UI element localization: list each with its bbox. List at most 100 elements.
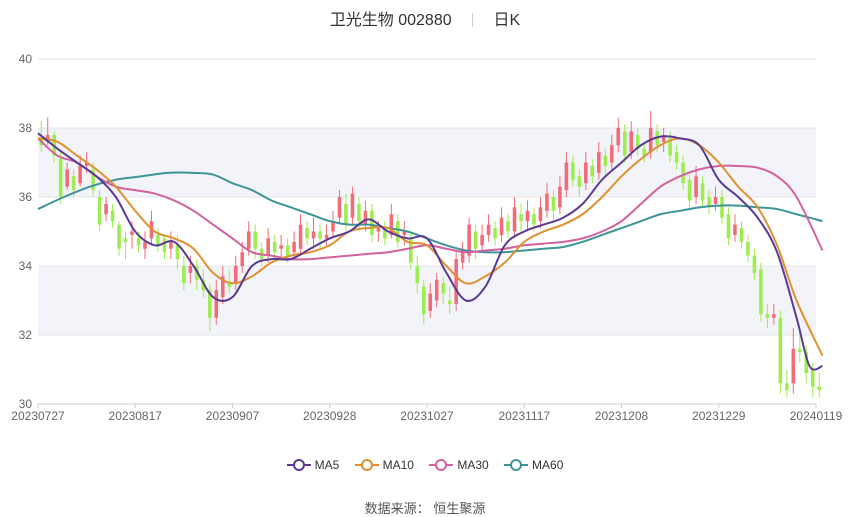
candle-body [713,197,718,204]
candle-body [376,228,381,232]
x-axis: 20230727 20230817 20230907 20230928 20231027… [11,403,843,423]
candle-body [143,241,147,249]
candle-body [169,241,173,249]
candle-body [305,228,309,239]
candle-body [791,348,796,384]
legend-label-ma10: MA10 [382,458,414,472]
legend-item-ma10[interactable]: MA10 [354,458,414,472]
candle-down [182,255,186,291]
candle-down [421,279,426,325]
candle-body [603,155,608,166]
candle-body [629,131,634,153]
candle-body [525,210,530,222]
candle-down [817,372,822,398]
candle-body [772,314,776,318]
candle-up [454,252,458,311]
candle-up [499,207,504,242]
candle-body [104,203,108,215]
candle-body [590,165,595,177]
candle-body [389,214,394,235]
candle-body [350,193,355,218]
candle-body [499,217,504,235]
candle-up [661,128,666,153]
candle-body [110,210,115,222]
candle-body [253,231,257,249]
candle-body [635,134,640,149]
legend-label-ma60: MA60 [532,458,564,472]
title-divider [472,13,474,27]
candle-down [91,162,95,197]
source-name: 恒生聚源 [433,501,486,516]
x-tick-label: 20230817 [109,409,163,423]
candle-body [156,234,160,246]
candle-up [220,266,225,304]
candle-body [804,352,809,373]
candle-body [785,383,789,391]
candle-body [97,197,102,225]
candle-up [733,214,737,242]
candle-body [707,197,711,208]
candle-body [668,138,672,156]
period-label[interactable]: 日K [493,12,521,29]
candle-body [318,231,322,239]
candle-body [246,231,251,249]
candle-body [720,197,724,218]
candle-body [357,203,361,222]
candle-body [661,134,666,142]
candle-down [415,255,420,294]
candle-body [486,224,491,235]
candle-body [272,241,277,253]
candle-down [357,197,361,232]
candle-down [208,283,212,332]
candle-down [785,369,789,398]
legend-label-ma5: MA5 [314,458,340,472]
candle-up [486,214,491,242]
candle-body [162,238,167,253]
candle-body [220,276,225,298]
candle-up [311,217,316,249]
legend-item-ma5[interactable]: MA5 [286,458,340,472]
candle-body [765,314,770,318]
candle-body [298,224,303,249]
candle-down [493,221,497,246]
candle-down [681,155,685,191]
chart-header: 卫光生物 002880 日K [0,6,850,30]
candle-down [110,203,115,229]
candle-up [337,190,342,225]
candle-down [519,203,523,232]
y-axis: 30 32 34 36 38 40 [19,52,33,411]
candle-body [383,228,387,239]
candle-body [421,286,426,315]
candle-down [227,269,232,294]
candle-body [739,228,744,242]
candle-body [279,245,283,249]
chart-legend: MA5 MA10 MA30 MA60 [0,458,850,475]
candle-up [363,200,368,232]
candle-body [285,245,290,256]
candle-body [123,238,128,242]
candle-down [635,128,640,156]
candle-body [746,241,750,256]
x-tick-label: 20231208 [595,409,649,423]
candle-body [182,266,186,284]
legend-label-ma30: MA30 [457,458,489,472]
candle-body [324,234,329,239]
source-label: 数据来源： [364,501,430,516]
candle-down [447,286,452,315]
legend-item-ma60[interactable]: MA60 [504,458,563,472]
x-tick-label: 20230928 [303,409,357,423]
legend-swatch-ma10 [354,458,379,472]
candle-body [759,269,763,315]
candle-body [726,214,731,239]
candle-down [642,141,646,163]
candle-down [58,152,63,204]
candle-up [169,231,173,260]
candle-body [175,245,180,260]
candle-down [571,155,575,187]
candle-down [603,148,608,177]
legend-item-ma30[interactable]: MA30 [429,458,489,472]
y-tick-label: 32 [19,328,33,342]
moving-average-lines [37,132,824,371]
candle-up [564,152,569,197]
candle-body [415,266,420,284]
